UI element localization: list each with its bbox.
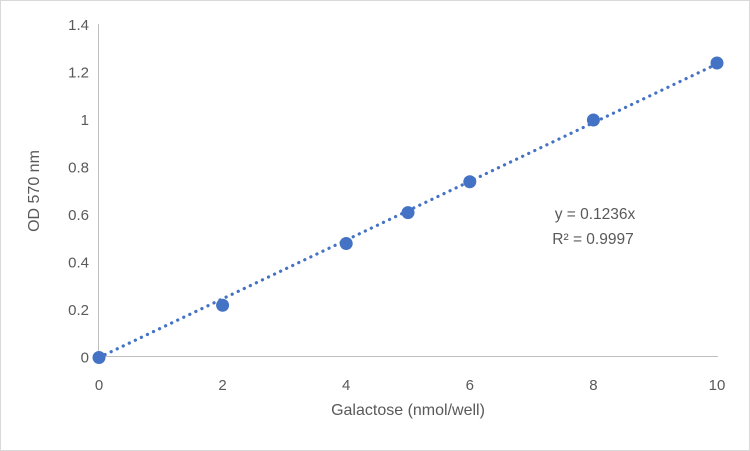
data-point xyxy=(710,56,724,70)
data-point xyxy=(463,175,477,189)
y-tick-label: 0 xyxy=(81,350,89,367)
y-tick-label: 1.4 xyxy=(68,17,89,34)
trendline-equation: y = 0.1236x xyxy=(555,206,636,223)
y-tick-label: 0.8 xyxy=(68,160,89,177)
x-tick-label: 0 xyxy=(95,377,103,394)
y-tick-label: 0.4 xyxy=(68,255,89,272)
x-tick-label: 2 xyxy=(218,377,226,394)
y-axis-title: OD 570 nm xyxy=(26,150,43,232)
y-tick-label: 1.2 xyxy=(68,65,89,82)
data-point xyxy=(339,237,353,250)
trendline-r-squared: R² = 0.9997 xyxy=(552,231,633,248)
y-tick-label: 0.6 xyxy=(68,207,89,224)
x-tick-label: 8 xyxy=(589,377,597,394)
data-point xyxy=(586,113,600,127)
x-tick-label: 10 xyxy=(709,377,726,394)
x-tick-label: 6 xyxy=(466,377,474,394)
data-point xyxy=(92,351,106,364)
axes xyxy=(97,24,718,357)
x-tick-label: 4 xyxy=(342,377,350,394)
y-axis-tick-labels: 0 0.2 0.4 0.6 0.8 1 1.2 1.4 xyxy=(68,17,89,367)
data-point xyxy=(401,206,415,220)
data-points xyxy=(92,56,724,364)
x-axis-title: Galactose (nmol/well) xyxy=(331,402,485,419)
x-axis-tick-labels: 0 2 4 6 8 10 xyxy=(95,377,726,394)
y-tick-label: 0.2 xyxy=(68,302,89,319)
data-point xyxy=(216,298,230,312)
y-tick-label: 1 xyxy=(81,112,89,129)
